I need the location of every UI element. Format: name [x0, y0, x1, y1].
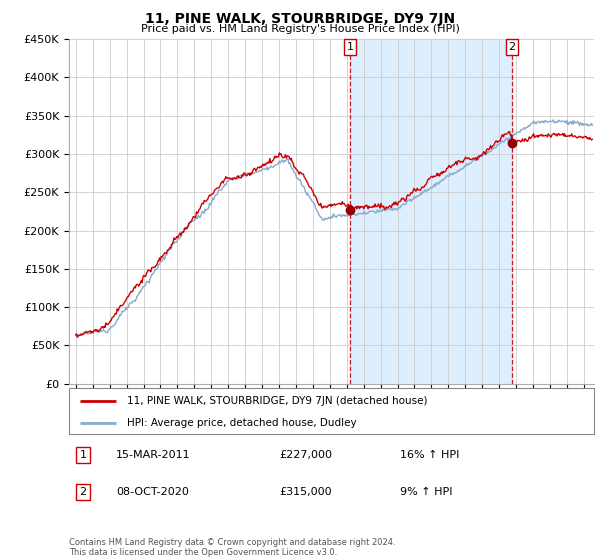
- Text: £227,000: £227,000: [279, 450, 332, 460]
- Text: 1: 1: [347, 42, 353, 52]
- Text: £315,000: £315,000: [279, 487, 332, 497]
- Text: 1: 1: [79, 450, 86, 460]
- Text: Contains HM Land Registry data © Crown copyright and database right 2024.
This d: Contains HM Land Registry data © Crown c…: [69, 538, 395, 557]
- Text: 16% ↑ HPI: 16% ↑ HPI: [400, 450, 459, 460]
- Text: 11, PINE WALK, STOURBRIDGE, DY9 7JN: 11, PINE WALK, STOURBRIDGE, DY9 7JN: [145, 12, 455, 26]
- Text: 2: 2: [508, 42, 515, 52]
- Text: 9% ↑ HPI: 9% ↑ HPI: [400, 487, 452, 497]
- Bar: [350, 39, 512, 384]
- Text: HPI: Average price, detached house, Dudley: HPI: Average price, detached house, Dudl…: [127, 418, 356, 427]
- Text: 2: 2: [79, 487, 86, 497]
- Text: Price paid vs. HM Land Registry's House Price Index (HPI): Price paid vs. HM Land Registry's House …: [140, 24, 460, 34]
- Text: 08-OCT-2020: 08-OCT-2020: [116, 487, 189, 497]
- Text: 15-MAR-2011: 15-MAR-2011: [116, 450, 191, 460]
- Text: 11, PINE WALK, STOURBRIDGE, DY9 7JN (detached house): 11, PINE WALK, STOURBRIDGE, DY9 7JN (det…: [127, 396, 427, 406]
